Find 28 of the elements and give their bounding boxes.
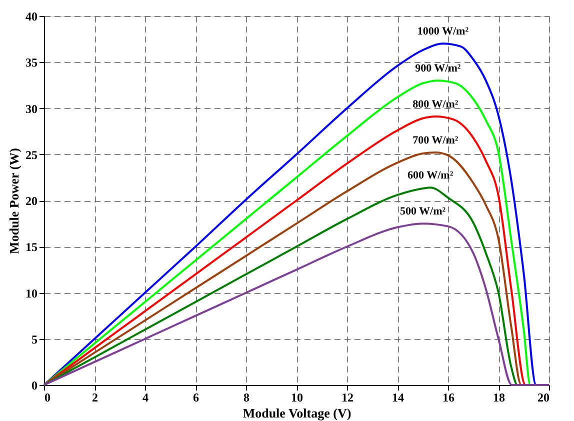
x-tick-label: 6 xyxy=(193,390,199,404)
y-tick-label: 5 xyxy=(32,332,38,346)
y-tick-label: 40 xyxy=(26,10,38,24)
y-tick-label: 25 xyxy=(26,148,38,162)
x-tick-label: 0 xyxy=(44,390,50,404)
annotation: 700 W/m² xyxy=(412,134,459,147)
x-tick-label: 16 xyxy=(442,390,454,404)
annotation: 500 W/m² xyxy=(400,206,446,218)
annotation: 600 W/m² xyxy=(408,170,454,182)
x-tick-label: 14 xyxy=(392,390,404,404)
annotation: 800 W/m² xyxy=(412,98,459,111)
x-tick-label: 10 xyxy=(291,390,303,404)
x-tick-label: 18 xyxy=(493,390,505,404)
x-tick-label: 4 xyxy=(142,390,148,404)
y-tick-label: 15 xyxy=(26,240,38,254)
x-tick-label: 12 xyxy=(342,390,354,404)
x-axis-title: Module Voltage (V) xyxy=(242,406,352,420)
y-tick-label: 30 xyxy=(26,102,38,116)
x-tick-label: 20 xyxy=(538,390,550,404)
y-tick-label: 10 xyxy=(26,286,38,300)
y-tick-label: 20 xyxy=(26,194,38,208)
y-tick-label: 0 xyxy=(32,378,38,392)
x-tick-label: 8 xyxy=(244,390,250,404)
annotation: 1000 W/m² xyxy=(417,26,470,38)
x-tick-label: 2 xyxy=(92,390,98,404)
y-tick-label: 35 xyxy=(26,56,38,70)
y-axis-title: Module Power (W) xyxy=(6,148,22,254)
annotation: 900 W/m² xyxy=(415,62,462,75)
